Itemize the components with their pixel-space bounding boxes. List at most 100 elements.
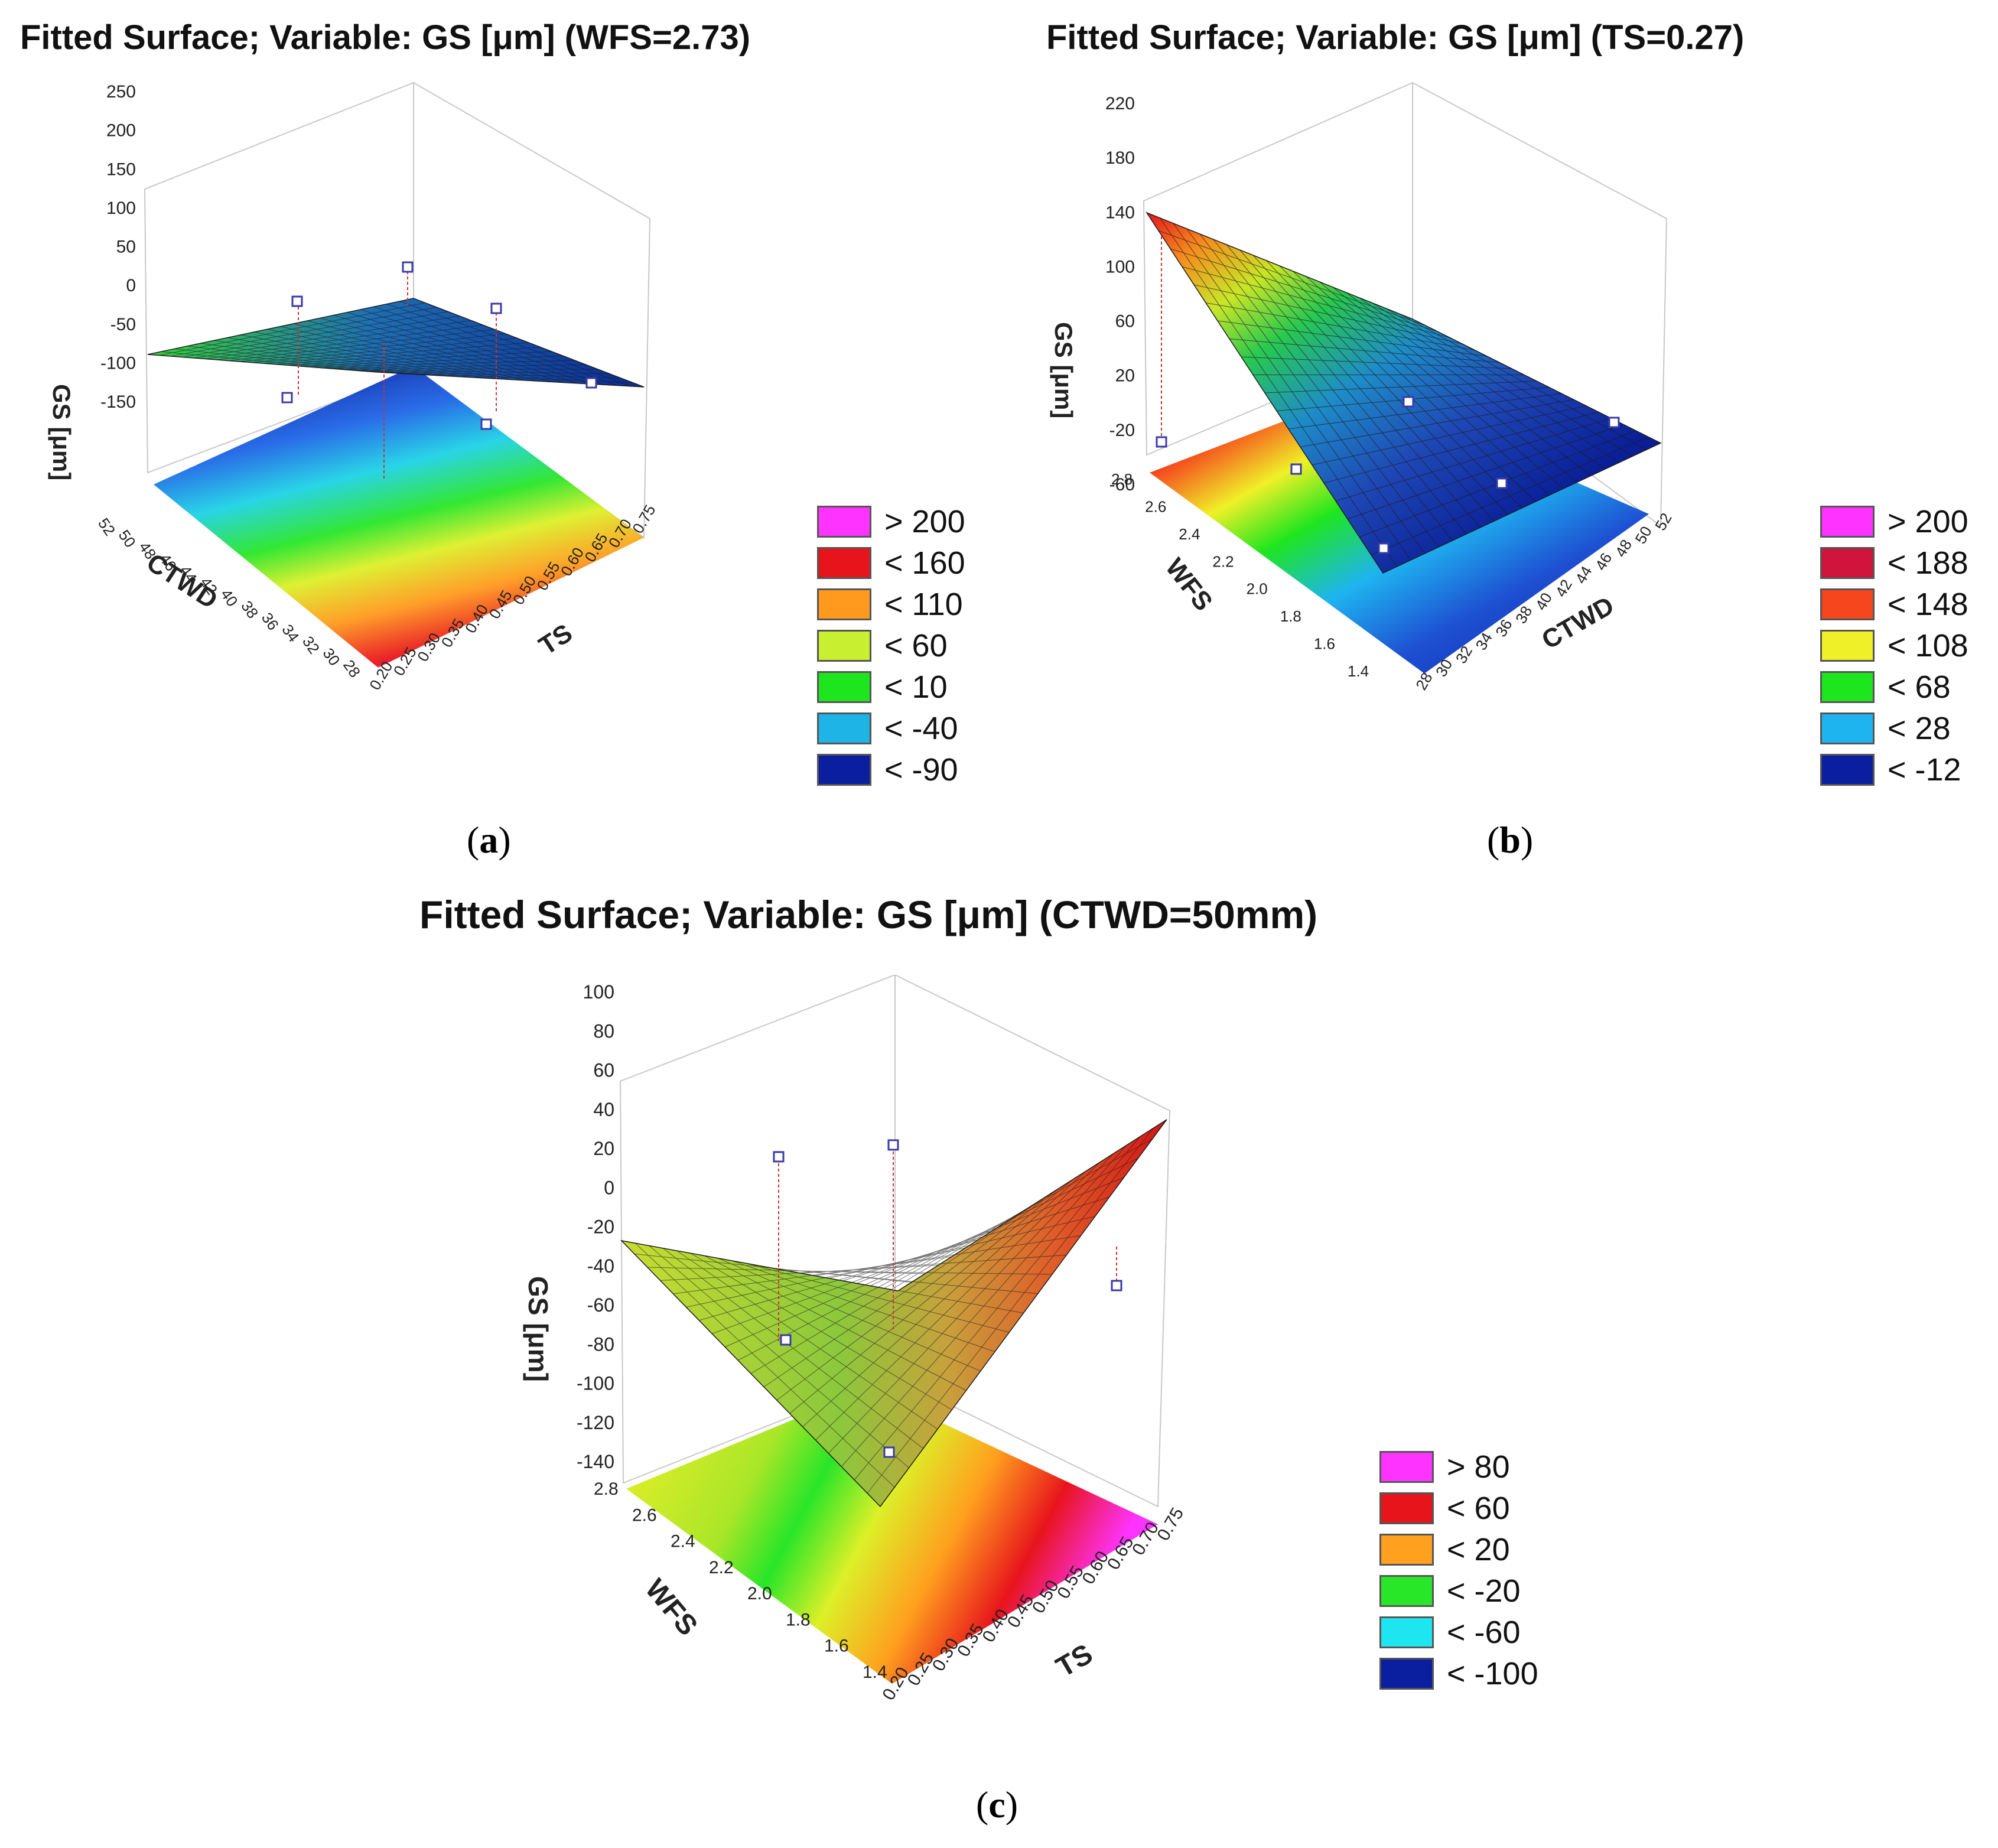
legend-label: > 80 bbox=[1447, 1449, 1510, 1485]
legend-swatch bbox=[817, 754, 871, 786]
z-tick-label: 20 bbox=[1115, 366, 1135, 386]
x-tick-label: 1.8 bbox=[1280, 607, 1301, 625]
z-tick-label: 100 bbox=[1105, 257, 1135, 276]
x-tick-label: 2.6 bbox=[632, 1505, 657, 1525]
z-tick-label: 60 bbox=[593, 1060, 614, 1081]
x-tick-label: 2.8 bbox=[1111, 470, 1133, 488]
chart-title-c: Fitted Surface; Variable: GS [μm] (CTWD=… bbox=[419, 893, 1318, 936]
z-tick-label: 60 bbox=[1115, 312, 1135, 331]
legend-swatch bbox=[1820, 506, 1875, 538]
z-axis-label-a: GS [μm] bbox=[48, 384, 76, 480]
legend-item: < 10 bbox=[817, 666, 965, 708]
legend-item: < 110 bbox=[817, 584, 965, 625]
legend-item: < 28 bbox=[1820, 708, 1968, 749]
z-tick-label: 250 bbox=[106, 82, 136, 102]
sublabel-c: (c) bbox=[976, 1784, 1018, 1826]
data-points-a bbox=[298, 266, 497, 479]
x-tick-label: 2.4 bbox=[671, 1532, 695, 1551]
legend-label: < 148 bbox=[1888, 587, 1968, 622]
y-axis-label-a: TS bbox=[534, 619, 578, 661]
z-tick-label: 100 bbox=[106, 199, 136, 218]
legend-swatch bbox=[1820, 630, 1875, 662]
x-tick-label: 1.4 bbox=[1348, 662, 1369, 680]
z-tick-label: -120 bbox=[577, 1412, 614, 1433]
z-tick-label: -40 bbox=[587, 1255, 614, 1277]
z-tick-label: -20 bbox=[1109, 421, 1135, 440]
legend-label: < -40 bbox=[884, 711, 958, 746]
legend-swatch bbox=[1379, 1534, 1434, 1566]
legend-label: < -60 bbox=[1447, 1615, 1521, 1650]
legend-item: < -60 bbox=[1379, 1612, 1538, 1653]
legend-label: < 28 bbox=[1888, 711, 1951, 746]
x-tick-label: 36 bbox=[258, 609, 282, 633]
legend-item: < -90 bbox=[817, 749, 965, 790]
legend-item: < 20 bbox=[1379, 1529, 1538, 1570]
x-tick-label: 2.2 bbox=[1212, 552, 1234, 570]
z-tick-label: 200 bbox=[106, 121, 136, 141]
y-tick-label: 28 bbox=[1412, 669, 1436, 693]
legend-label: < 60 bbox=[1447, 1491, 1510, 1526]
legend-c: > 80 < 60 < 20 < -20 < -60 < -100 bbox=[1379, 1446, 1538, 1694]
z-tick-label: 50 bbox=[116, 237, 136, 257]
x-axis-label-b: WFS bbox=[1160, 553, 1218, 616]
legend-label: < -20 bbox=[1447, 1573, 1521, 1609]
x-tick-label: 2.2 bbox=[709, 1558, 734, 1577]
legend-label: < -100 bbox=[1447, 1656, 1538, 1691]
legend-swatch bbox=[1820, 712, 1875, 744]
z-tick-label: -50 bbox=[110, 315, 136, 334]
legend-swatch bbox=[817, 712, 871, 744]
legend-swatch bbox=[1379, 1492, 1434, 1524]
z-axis-ticks-a: 250 200 150 100 50 0 -50 -100 -150 bbox=[100, 82, 136, 412]
legend-swatch bbox=[817, 547, 871, 579]
x-axis-label-c: WFS bbox=[639, 1573, 704, 1642]
x-tick-label: 2.0 bbox=[747, 1584, 772, 1603]
legend-item: > 200 bbox=[1820, 501, 1968, 542]
legend-item: < 60 bbox=[1379, 1488, 1538, 1529]
z-tick-label: -20 bbox=[587, 1216, 614, 1238]
legend-item: < -40 bbox=[817, 708, 965, 749]
y-tick-label: 46 bbox=[1592, 549, 1615, 573]
z-tick-label: 80 bbox=[593, 1020, 614, 1042]
surface-plot-b: 220 180 140 100 60 20 -20 -60 GS [μm] 2.8 2.6 2.4… bbox=[1050, 82, 1675, 693]
legend-swatch bbox=[817, 588, 871, 620]
legend-label: < 188 bbox=[1888, 545, 1968, 581]
chart-title-a: Fitted Surface; Variable: GS [μm] (WFS=2… bbox=[20, 18, 751, 57]
legend-swatch bbox=[817, 671, 871, 703]
legend-label: < 20 bbox=[1447, 1532, 1510, 1567]
legend-item: < -20 bbox=[1379, 1570, 1538, 1612]
x-tick-label: 50 bbox=[115, 526, 139, 551]
contour-floor-a bbox=[154, 366, 644, 668]
legend-label: < 110 bbox=[884, 587, 963, 622]
x-tick-label: 38 bbox=[237, 597, 262, 622]
x-tick-label: 2.8 bbox=[594, 1479, 619, 1499]
y-axis-label-c: TS bbox=[1051, 1638, 1098, 1684]
legend-swatch bbox=[1820, 754, 1875, 786]
legend-label: > 200 bbox=[884, 504, 965, 539]
z-tick-label: 100 bbox=[583, 981, 614, 1003]
z-tick-label: 20 bbox=[593, 1138, 614, 1159]
legend-item: < 148 bbox=[1820, 584, 1968, 625]
x-tick-label: 1.6 bbox=[824, 1636, 849, 1656]
z-tick-label: -140 bbox=[577, 1451, 614, 1472]
legend-swatch bbox=[1820, 671, 1875, 703]
chart-title-b: Fitted Surface; Variable: GS [μm] (TS=0.… bbox=[1046, 18, 1745, 57]
legend-swatch bbox=[1820, 588, 1875, 620]
z-tick-label: 150 bbox=[106, 160, 136, 179]
sublabel-a: (a) bbox=[467, 819, 511, 861]
legend-item: < 188 bbox=[1820, 542, 1968, 584]
legend-label: < -90 bbox=[884, 752, 958, 788]
z-axis-label-c: GS [μm] bbox=[523, 1276, 554, 1382]
legend-swatch bbox=[1379, 1616, 1434, 1648]
y-tick-label: 44 bbox=[1571, 563, 1595, 587]
x-tick-label: 34 bbox=[278, 621, 302, 645]
surface-plot-c: 100 80 60 40 20 0 -20 -40 -60 -80 -100 -120 -140 GS … bbox=[523, 975, 1187, 1704]
z-tick-label: 180 bbox=[1105, 148, 1135, 168]
legend-item: < -100 bbox=[1379, 1653, 1538, 1694]
legend-swatch bbox=[1379, 1575, 1434, 1607]
legend-swatch bbox=[817, 630, 871, 662]
x-tick-label: 2.6 bbox=[1145, 497, 1166, 515]
z-tick-label: 40 bbox=[593, 1099, 614, 1120]
z-tick-label: -60 bbox=[1109, 475, 1135, 494]
legend-item: < -12 bbox=[1820, 749, 1968, 790]
legend-swatch bbox=[817, 506, 871, 538]
